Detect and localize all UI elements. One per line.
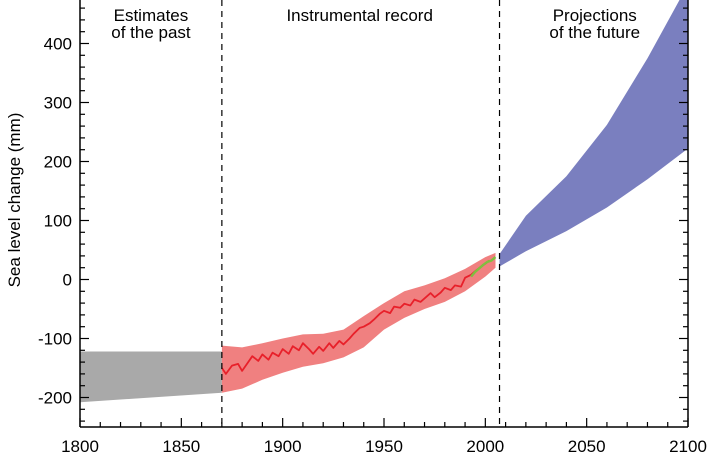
y-tick-label: -200 — [38, 389, 72, 408]
y-tick-label: 300 — [44, 94, 72, 113]
past-estimate-band — [80, 351, 222, 403]
region-label-0: of the past — [111, 23, 191, 42]
tide-gauge-record-line — [221, 259, 490, 375]
y-tick-label: 100 — [44, 212, 72, 231]
divider-layer — [221, 0, 501, 427]
x-tick-label: 2000 — [466, 437, 504, 456]
projection-band — [499, 0, 688, 267]
y-tick-label: 200 — [44, 153, 72, 172]
line-layer — [221, 256, 497, 375]
region-label-1: Instrumental record — [286, 6, 432, 25]
label-layer: 1800 1850 1900 1950 2000 2050 2100 -200 -100 0 100… — [5, 6, 707, 462]
x-tick-label: 2050 — [568, 437, 606, 456]
band-layer — [80, 0, 688, 403]
region-label-2: Projections — [553, 6, 637, 25]
x-tick-label: 1900 — [264, 437, 302, 456]
instrumental-band — [221, 252, 496, 393]
x-tick-label: 2100 — [669, 437, 707, 456]
y-tick-label: 0 — [63, 271, 72, 290]
x-tick-label: 1800 — [61, 437, 99, 456]
region-label-2: of the future — [549, 23, 640, 42]
satellite-record-line — [470, 256, 497, 278]
tick-layer — [79, 7, 689, 427]
x-axis-title: Year — [367, 459, 402, 462]
x-tick-label: 1850 — [162, 437, 200, 456]
y-tick-label: 400 — [44, 35, 72, 54]
x-tick-label: 1950 — [365, 437, 403, 456]
y-axis-title: Sea level change (mm) — [5, 113, 24, 288]
region-label-0: Estimates — [114, 6, 189, 25]
y-tick-label: -100 — [38, 330, 72, 349]
